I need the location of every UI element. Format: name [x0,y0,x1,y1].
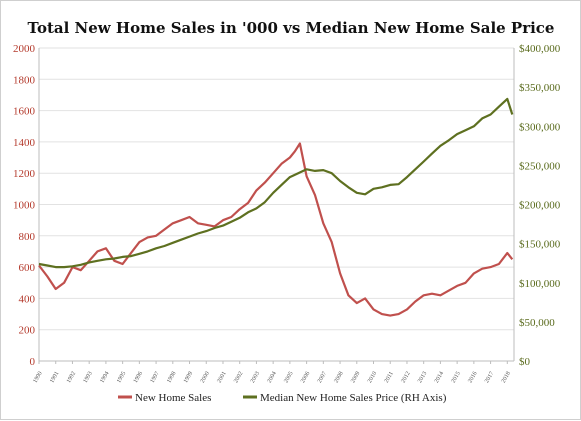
x-tick-label: 2007 [317,371,328,384]
legend-label-new-home-sales: New Home Sales [135,392,211,404]
chart-title: Total New Home Sales in '000 vs Median N… [28,19,555,37]
x-tick-label: 2003 [250,371,261,384]
x-tick-label: 2013 [417,371,428,384]
x-tick-label: 1997 [150,371,161,384]
x-tick-label: 2011 [384,371,395,384]
series-lines [38,97,514,317]
right-tick-label: $400,000 [519,43,561,55]
left-tick-label: 1200 [13,168,36,180]
x-tick-label: 1993 [83,371,94,384]
x-tick-label: 2009 [350,371,361,384]
x-tick-label: 1998 [166,371,177,384]
x-tick-label: 2005 [283,371,294,384]
gridlines [39,47,514,362]
right-tick-label: $200,000 [519,200,561,212]
x-tick-label: 1999 [183,371,194,384]
right-tick-label: $150,000 [519,239,561,251]
legend: New Home Sales Median New Home Sales Pri… [118,392,447,404]
x-tick-label: 2000 [200,371,211,384]
x-tick-label: 2008 [334,371,345,384]
x-tick-label: 2002 [233,371,244,384]
series-line-median-price [38,97,514,269]
x-tick-label: 1995 [116,371,127,384]
x-tick-label: 2015 [451,371,462,384]
x-tick-label: 2014 [434,371,445,384]
left-tick-label: 1800 [13,74,36,86]
right-tick-label: $0 [519,356,531,368]
series-line-new-home-sales [38,142,514,317]
left-tick-label: 1400 [13,137,36,149]
left-tick-label: 800 [19,231,36,243]
right-tick-label: $300,000 [519,121,561,133]
right-tick-label: $350,000 [519,82,561,94]
x-tick-label: 2012 [400,371,411,384]
x-tick-label: 2010 [367,371,378,384]
left-tick-label: 1600 [13,106,36,118]
x-tick-label: 2016 [467,371,478,384]
x-tick-label: 1996 [133,371,144,384]
x-tick-label: 1990 [33,371,44,384]
x-tick-label: 1991 [49,371,60,384]
x-tick-label: 2006 [300,371,311,384]
legend-label-median-price: Median New Home Sales Price (RH Axis) [260,392,447,404]
left-tick-label: 2000 [13,43,36,55]
right-tick-label: $250,000 [519,160,561,172]
right-axis-ticks: $0 $50,000 $100,000 $150,000 $200,000 $250,00… [519,43,561,368]
x-tick-label: 1994 [99,371,110,384]
x-tick-label: 2018 [501,371,512,384]
x-tick-label: 2001 [217,371,228,384]
right-tick-label: $100,000 [519,278,561,290]
x-tick-label: 1992 [66,371,77,384]
x-axis-ticks: 1990 1991 1992 1993 1994 1995 1996 1997 1998 1999… [33,361,512,384]
left-axis-ticks: 0 200 400 600 800 1000 1200 1400 1600 1800 2000 [13,43,36,368]
right-tick-label: $50,000 [519,317,555,329]
x-tick-label: 2017 [484,371,495,384]
left-tick-label: 1000 [13,200,36,212]
left-tick-label: 400 [19,293,36,305]
left-tick-label: 0 [30,356,36,368]
left-tick-label: 600 [19,262,36,274]
x-tick-label: 2004 [267,371,278,384]
left-tick-label: 200 [19,325,36,337]
axes [38,48,515,362]
